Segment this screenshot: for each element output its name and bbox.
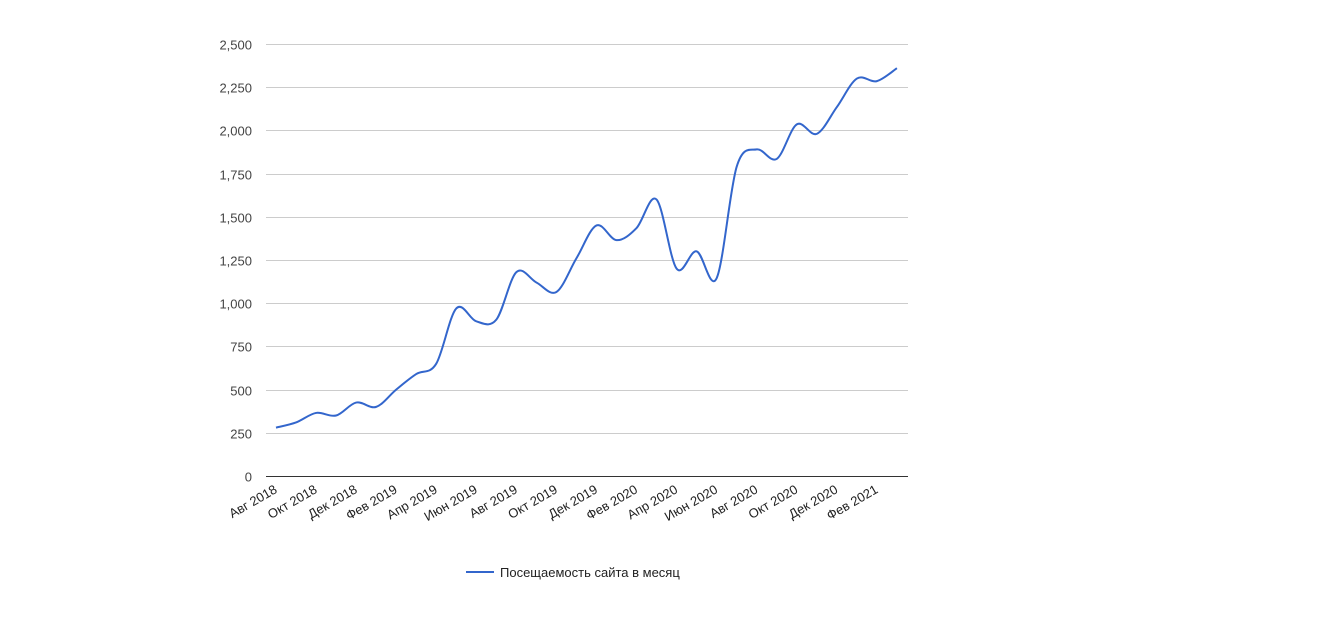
data-point[interactable] (370, 401, 382, 413)
data-point[interactable] (731, 161, 743, 173)
data-point[interactable] (691, 245, 703, 257)
y-tick-label: 2,000 (219, 124, 252, 139)
y-tick-label: 1,000 (219, 297, 252, 312)
data-point[interactable] (851, 73, 863, 85)
data-point[interactable] (390, 384, 402, 396)
data-point[interactable] (510, 266, 522, 278)
data-point[interactable] (811, 128, 823, 140)
data-point[interactable] (330, 410, 342, 422)
data-point[interactable] (891, 62, 903, 74)
data-point[interactable] (871, 75, 883, 87)
y-tick-label: 1,250 (219, 254, 252, 269)
series-group (270, 62, 903, 434)
y-axis-labels: 0 250 500 750 1,000 1,250 1,500 1,750 2,000 2,250… (219, 38, 252, 485)
y-tick-label: 750 (230, 340, 252, 355)
data-point[interactable] (430, 358, 442, 370)
y-tick-label: 500 (230, 384, 252, 399)
y-tick-label: 2,500 (219, 38, 252, 53)
data-point[interactable] (470, 315, 482, 327)
y-tick-label: 1,750 (219, 168, 252, 183)
data-point[interactable] (270, 422, 282, 434)
data-point[interactable] (771, 153, 783, 165)
data-point[interactable] (490, 314, 502, 326)
data-point[interactable] (791, 118, 803, 130)
data-point[interactable] (410, 368, 422, 380)
data-point[interactable] (671, 263, 683, 275)
data-point[interactable] (831, 101, 843, 113)
data-point[interactable] (611, 234, 623, 246)
y-tick-label: 0 (245, 470, 252, 485)
data-point[interactable] (550, 286, 562, 298)
y-tick-label: 2,250 (219, 81, 252, 96)
data-point[interactable] (290, 416, 302, 428)
data-point[interactable] (570, 252, 582, 264)
data-point[interactable] (631, 222, 643, 234)
y-tick-label: 250 (230, 427, 252, 442)
gridlines (266, 44, 908, 434)
data-point[interactable] (651, 194, 663, 206)
series-line[interactable] (275, 67, 898, 429)
y-tick-label: 1,500 (219, 211, 252, 226)
legend[interactable]: Посещаемость сайта в месяц (466, 565, 680, 580)
data-point[interactable] (530, 276, 542, 288)
data-point[interactable] (711, 272, 723, 284)
data-point[interactable] (350, 397, 362, 409)
data-point[interactable] (310, 407, 322, 419)
data-point[interactable] (590, 219, 602, 231)
legend-label: Посещаемость сайта в месяц (500, 565, 680, 580)
data-point[interactable] (751, 143, 763, 155)
data-point[interactable] (450, 302, 462, 314)
